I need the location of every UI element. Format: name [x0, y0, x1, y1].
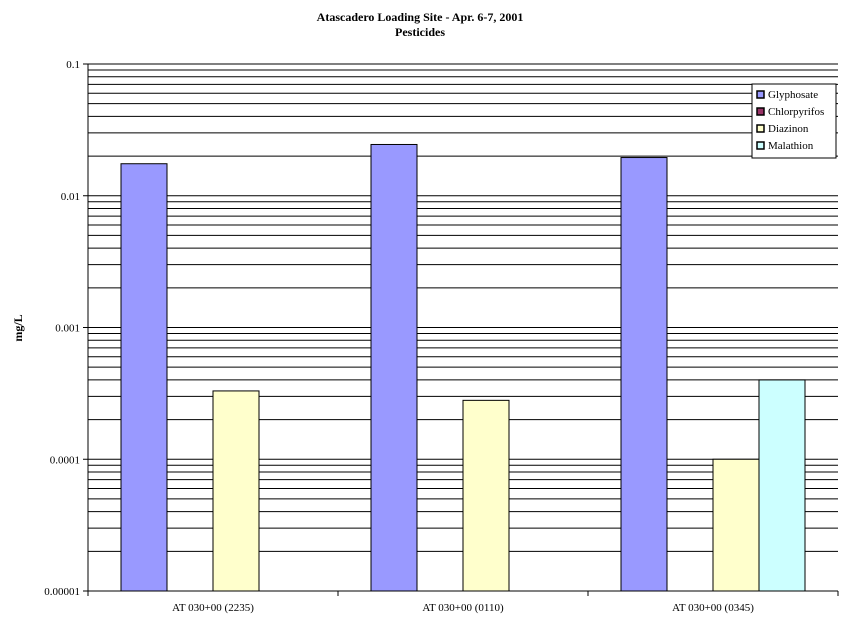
- legend-label: Diazinon: [768, 123, 809, 135]
- x-tick-label: AT 030+00 (0345): [672, 602, 754, 614]
- y-tick-label: 0.0001: [50, 454, 80, 466]
- chart-subtitle: Pesticides: [395, 25, 445, 39]
- x-tick-label: AT 030+00 (2235): [172, 602, 254, 614]
- bar-glyphosate: [370, 143, 418, 592]
- legend: Glyphosate Chlorpyrifos Diazinon Malathion: [751, 83, 837, 159]
- bar-diazinon: [462, 399, 510, 592]
- legend-swatch: [756, 107, 765, 116]
- legend-label: Malathion: [768, 140, 814, 152]
- bar-glyphosate: [620, 157, 668, 592]
- y-tick-label: 0.001: [55, 323, 80, 335]
- y-tick-label: 0.1: [66, 59, 80, 71]
- legend-swatch: [756, 141, 765, 150]
- bar-diazinon: [212, 390, 260, 592]
- legend-label: Glyphosate: [768, 89, 818, 101]
- x-tick-label: AT 030+00 (0110): [422, 602, 504, 614]
- y-tick-label: 0.00001: [44, 586, 80, 598]
- legend-swatch: [756, 124, 765, 133]
- bar-glyphosate: [120, 163, 168, 592]
- chart-title: Atascadero Loading Site - Apr. 6-7, 2001: [317, 10, 524, 24]
- y-axis-label: mg/L: [11, 314, 25, 341]
- legend-box: [751, 83, 837, 159]
- legend-swatch: [756, 90, 765, 99]
- bar-diazinon: [712, 458, 760, 592]
- y-tick-label: 0.01: [61, 191, 80, 203]
- bars: [120, 143, 806, 592]
- legend-label: Chlorpyrifos: [768, 106, 824, 118]
- axes: 0.1 0.01 0.001 0.0001 0.00001 AT 030+00 (2235…: [44, 59, 839, 614]
- bar-malathion: [758, 379, 806, 592]
